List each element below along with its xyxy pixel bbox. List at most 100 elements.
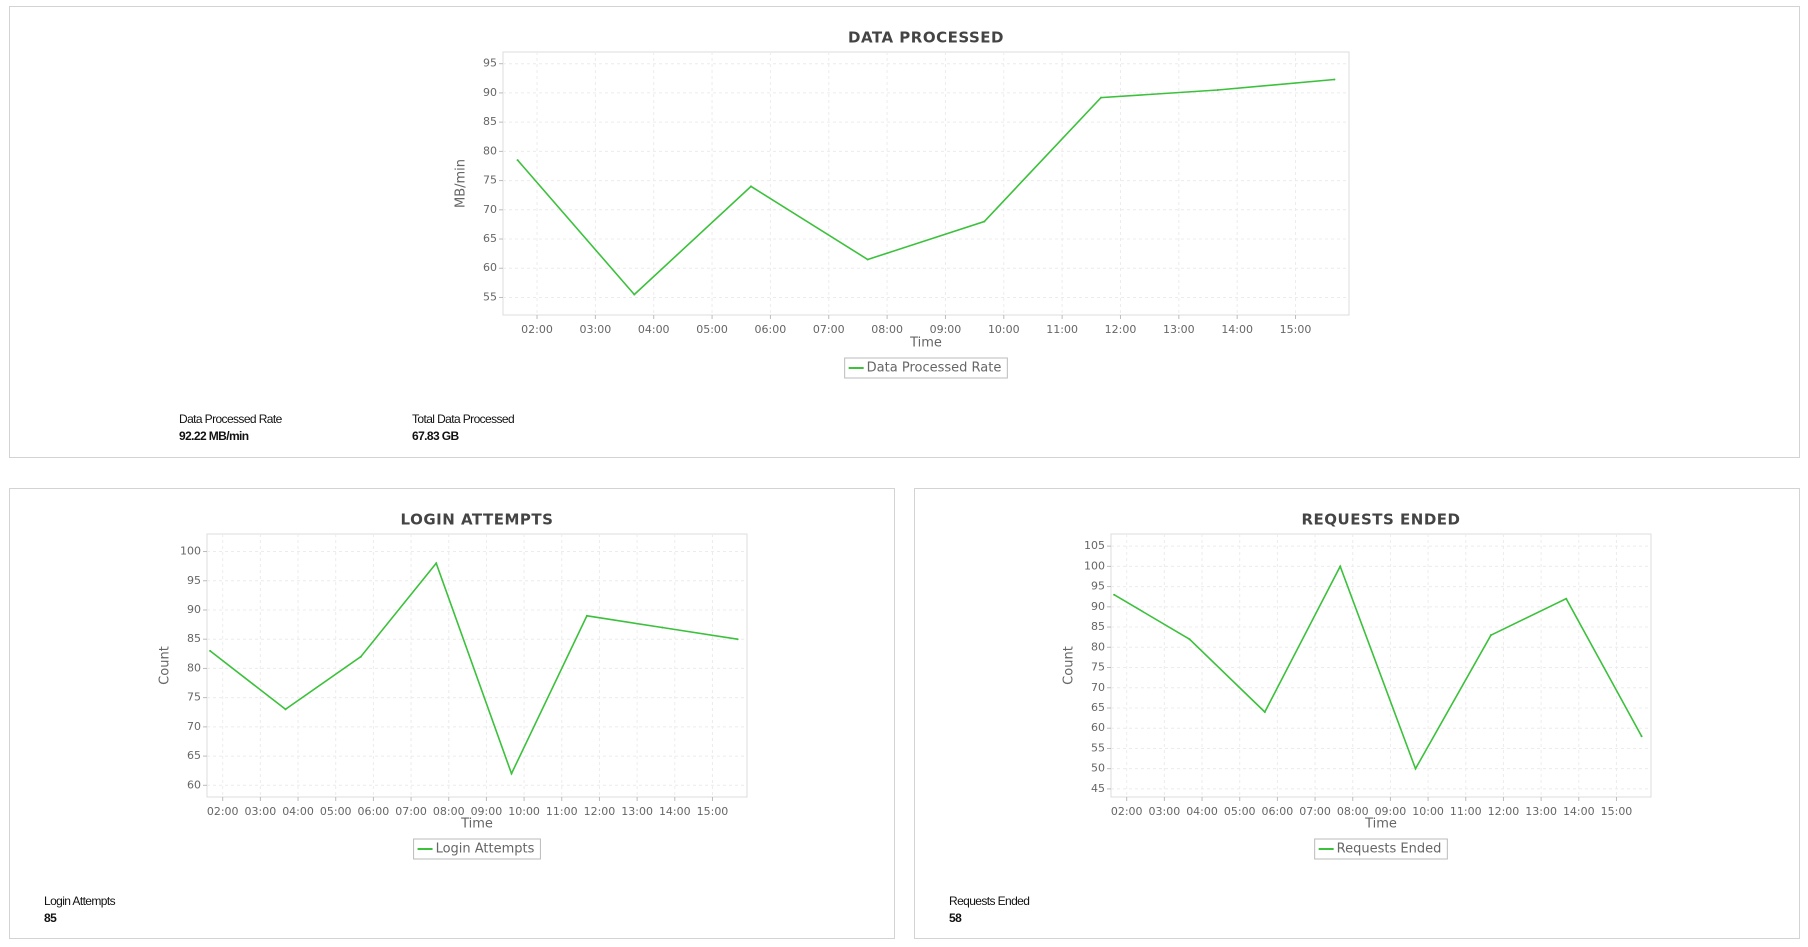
data-processed-x-tick-label: 13:00	[1163, 323, 1195, 336]
login-attempts-legend[interactable]: Login Attempts	[413, 838, 541, 860]
requests-ended-data-point	[1188, 638, 1191, 641]
login-attempts-value: 85	[44, 911, 57, 925]
data-processed-y-tick-label: 75	[483, 174, 497, 187]
data-processed-x-tick-label: 11:00	[1046, 323, 1078, 336]
login-attempts-plot-area	[206, 533, 748, 798]
requests-ended-x-tick-label: 04:00	[1186, 805, 1218, 818]
login-attempts-data-point	[284, 708, 287, 711]
login-attempts-y-tick-label: 60	[187, 778, 201, 791]
data-processed-x-tick-label: 15:00	[1280, 323, 1312, 336]
login-attempts-data-point	[661, 626, 664, 629]
requests-ended-x-tick-label: 11:00	[1450, 805, 1482, 818]
requests-ended-data-point	[1263, 711, 1266, 714]
requests-ended-y-axis-label: Count	[1062, 646, 1077, 685]
login-attempts-x-tick-label: 13:00	[621, 805, 653, 818]
requests-ended-y-tick-label: 45	[1091, 782, 1105, 795]
data-processed-y-tick-label: 55	[483, 290, 497, 303]
requests-ended-panel: REQUESTS ENDED 45 50 55 60 65 70 75 80 85 90 95 100 1…	[914, 488, 1800, 939]
login-attempts-data-point	[736, 638, 739, 641]
data-processed-y-axis-label: MB/min	[454, 159, 469, 208]
requests-ended-data-point	[1414, 767, 1417, 770]
login-attempts-x-tick-label: 07:00	[395, 805, 427, 818]
requests-ended-series-line	[1113, 564, 1643, 771]
login-attempts-y-tick-label: 90	[187, 603, 201, 616]
login-attempts-y-tick-label: 85	[187, 632, 201, 645]
login-attempts-x-tick-label: 10:00	[508, 805, 540, 818]
requests-ended-chart: REQUESTS ENDED 45 50 55 60 65 70 75 80 85 90 95 100 1…	[1062, 511, 1652, 860]
login-attempts-stat: Login Attempts 85	[44, 894, 116, 925]
data-processed-x-tick-label: 12:00	[1105, 323, 1137, 336]
data-processed-chart: DATA PROCESSED 55 60 65 70 75 80 85 90 95 02:00 03:…	[454, 29, 1350, 379]
login-attempts-y-tick-label: 80	[187, 661, 201, 674]
data-processed-data-point	[516, 159, 519, 162]
data-processed-data-point	[633, 293, 636, 296]
login-attempts-y-tick-label: 100	[180, 545, 201, 558]
data-processed-y-tick-label: 90	[483, 86, 497, 99]
data-processed-rate-label: Data Processed Rate	[179, 412, 282, 426]
requests-ended-x-tick-label: 06:00	[1262, 805, 1294, 818]
requests-ended-x-tick-label: 15:00	[1601, 805, 1633, 818]
login-attempts-y-axis-label: Count	[158, 646, 173, 685]
requests-ended-x-tick-label: 09:00	[1375, 805, 1407, 818]
requests-ended-legend-label: Requests Ended	[1337, 842, 1442, 857]
data-processed-x-tick-label: 02:00	[521, 323, 553, 336]
login-attempts-x-tick-label: 02:00	[207, 805, 239, 818]
data-processed-y-tick-label: 70	[483, 203, 497, 216]
data-processed-x-tick-label: 05:00	[696, 323, 728, 336]
login-attempts-x-tick-label: 11:00	[546, 805, 578, 818]
requests-ended-y-tick-label: 95	[1091, 580, 1105, 593]
login-attempts-x-tick-label: 04:00	[282, 805, 314, 818]
login-attempts-x-tick-label: 09:00	[471, 805, 503, 818]
login-attempts-x-tick-label: 05:00	[320, 805, 352, 818]
requests-ended-y-tick-label: 65	[1091, 701, 1105, 714]
requests-ended-x-tick-label: 07:00	[1299, 805, 1331, 818]
data-processed-data-point	[1333, 78, 1336, 81]
requests-ended-data-point	[1489, 634, 1492, 637]
total-data-processed-stat: Total Data Processed 67.83 GB	[412, 412, 515, 443]
requests-ended-value: 58	[949, 911, 962, 925]
login-attempts-y-tick-label: 65	[187, 749, 201, 762]
login-attempts-data-point	[209, 649, 212, 652]
login-attempts-x-tick-label: 03:00	[245, 805, 277, 818]
total-data-processed-value: 67.83 GB	[412, 429, 459, 443]
login-attempts-x-tick-label: 08:00	[433, 805, 465, 818]
requests-ended-y-tick-label: 60	[1091, 721, 1105, 734]
data-processed-x-tick-label: 07:00	[813, 323, 845, 336]
requests-ended-legend[interactable]: Requests Ended	[1314, 838, 1448, 860]
data-processed-y-tick-label: 60	[483, 261, 497, 274]
total-data-processed-label: Total Data Processed	[412, 412, 515, 426]
requests-ended-y-tick-label: 85	[1091, 620, 1105, 633]
data-processed-y-tick-label: 95	[483, 57, 497, 70]
login-attempts-label: Login Attempts	[44, 894, 116, 908]
data-processed-legend-label: Data Processed Rate	[867, 361, 1002, 376]
requests-ended-data-point	[1113, 593, 1116, 596]
login-attempts-legend-box	[413, 838, 541, 860]
login-attempts-chart: LOGIN ATTEMPTS 60 65 70 75 80 85 90 95 100 02:00 03…	[158, 511, 748, 860]
login-attempts-y-tick-label: 70	[187, 720, 201, 733]
requests-ended-data-point	[1640, 735, 1643, 738]
requests-ended-legend-box	[1314, 838, 1448, 860]
data-processed-data-point	[983, 220, 986, 223]
login-attempts-data-point	[585, 614, 588, 617]
requests-ended-x-tick-label: 05:00	[1224, 805, 1256, 818]
data-processed-data-point	[1216, 88, 1219, 91]
requests-ended-x-tick-label: 02:00	[1111, 805, 1143, 818]
data-processed-plot-area	[502, 51, 1350, 316]
login-attempts-data-point	[435, 562, 438, 565]
requests-ended-data-point	[1565, 597, 1568, 600]
requests-ended-label: Requests Ended	[949, 894, 1030, 908]
requests-ended-x-tick-label: 14:00	[1563, 805, 1595, 818]
data-processed-data-point	[749, 185, 752, 188]
data-processed-x-tick-label: 06:00	[755, 323, 787, 336]
data-processed-legend[interactable]: Data Processed Rate	[844, 357, 1008, 379]
data-processed-x-tick-label: 04:00	[638, 323, 670, 336]
data-processed-y-tick-label: 85	[483, 115, 497, 128]
login-attempts-legend-label: Login Attempts	[436, 842, 535, 857]
login-attempts-x-tick-label: 14:00	[659, 805, 691, 818]
login-attempts-x-axis-label: Time	[460, 817, 493, 832]
data-processed-panel: DATA PROCESSED 55 60 65 70 75 80 85 90 95 02:00 03:…	[9, 6, 1800, 458]
requests-ended-x-axis-label: Time	[1364, 817, 1397, 832]
requests-ended-stat: Requests Ended 58	[949, 894, 1030, 925]
requests-ended-title: REQUESTS ENDED	[1302, 511, 1461, 529]
requests-ended-x-tick-label: 03:00	[1149, 805, 1181, 818]
